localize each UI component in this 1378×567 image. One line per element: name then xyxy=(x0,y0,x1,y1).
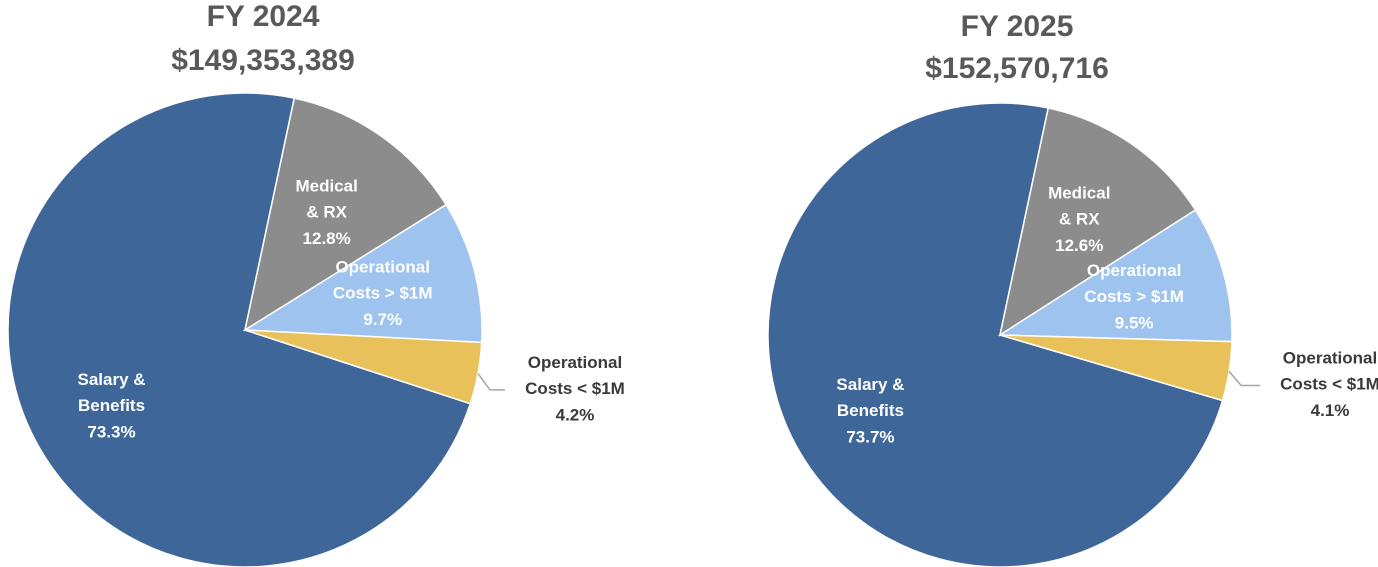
pie-slice xyxy=(243,97,448,332)
slice-label: Operational Costs > $1M xyxy=(1084,261,1184,306)
chart-subtitle: $149,353,389 xyxy=(171,44,355,77)
leader-line xyxy=(477,372,505,391)
slice-value-label: 73.3% xyxy=(87,422,135,441)
slice-label: Operational Costs < $1M xyxy=(1280,349,1378,394)
chart-title: FY 2025 xyxy=(961,10,1074,43)
slice-label: Medical & RX xyxy=(295,177,357,222)
slice-label: Operational Costs < $1M xyxy=(525,353,625,398)
slice-label: Salary & Benefits xyxy=(77,370,145,415)
slice-value-label: 9.7% xyxy=(363,310,402,329)
chart-title: FY 2024 xyxy=(207,0,320,33)
slice-label: Operational Costs > $1M xyxy=(333,258,433,303)
pie-slice xyxy=(767,102,1224,567)
pie-slice xyxy=(242,203,483,344)
slice-value-label: 4.1% xyxy=(1311,401,1350,420)
pie-slice xyxy=(997,208,1233,343)
slice-value-label: 9.5% xyxy=(1115,313,1154,332)
slice-label: Medical & RX xyxy=(1048,184,1110,229)
chart-subtitle: $152,570,716 xyxy=(925,52,1109,85)
slice-value-label: 4.2% xyxy=(556,405,595,424)
pie-slice xyxy=(998,107,1197,337)
pie-slice xyxy=(244,329,483,405)
leader-line xyxy=(1228,370,1260,387)
slice-label: Salary & Benefits xyxy=(836,376,904,421)
slice-value-label: 12.6% xyxy=(1055,236,1103,255)
pie-slice xyxy=(999,334,1233,402)
slice-value-label: 12.8% xyxy=(303,229,351,248)
slice-value-label: 73.7% xyxy=(846,428,894,447)
pie-slice xyxy=(7,92,472,567)
